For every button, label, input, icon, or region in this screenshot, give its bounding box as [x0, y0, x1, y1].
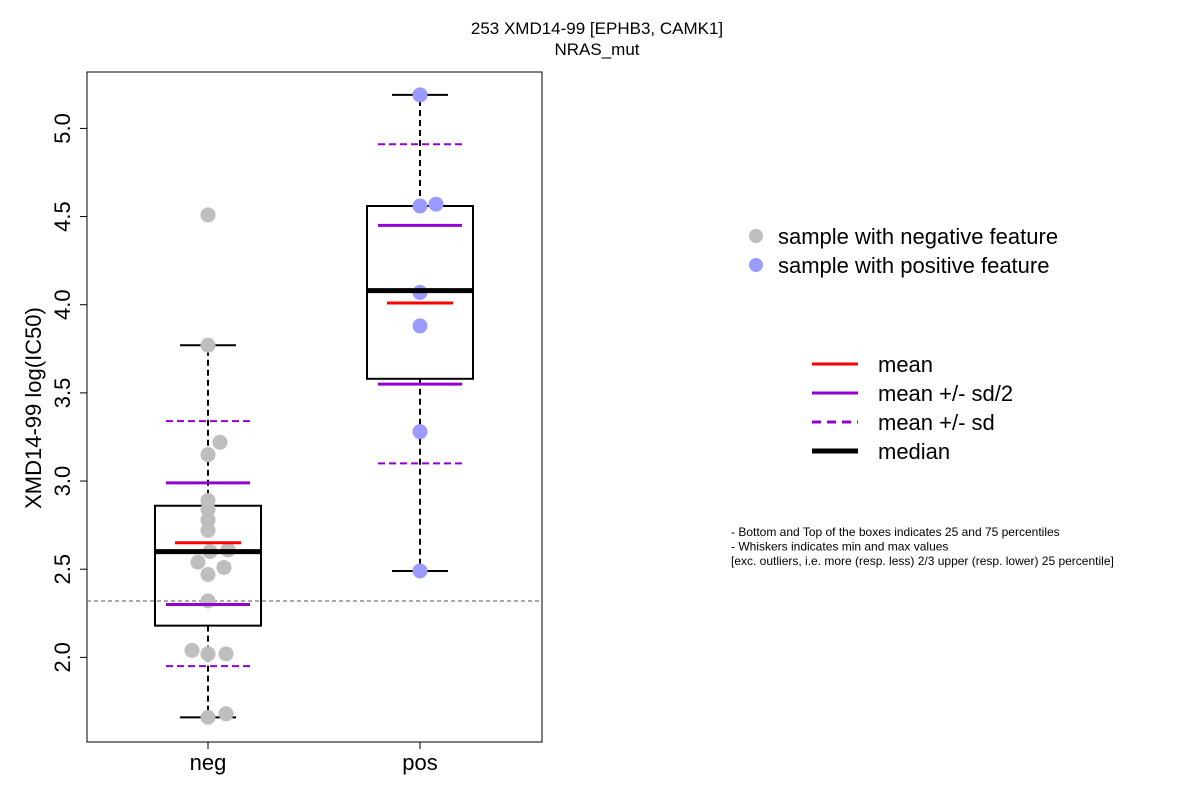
y-tick-label: 2.5 — [50, 554, 75, 585]
data-point — [412, 87, 428, 103]
data-point — [200, 709, 216, 725]
data-point — [212, 434, 228, 450]
y-tick-label: 5.0 — [50, 113, 75, 144]
data-point — [200, 207, 216, 223]
legend-line-label: mean +/- sd — [878, 410, 995, 435]
legend-point-label: sample with negative feature — [778, 224, 1058, 249]
data-point — [216, 559, 232, 575]
data-point — [412, 424, 428, 440]
legend-point-marker — [749, 258, 763, 272]
notes-block: - Bottom and Top of the boxes indicates … — [731, 525, 1114, 568]
data-point — [428, 196, 444, 212]
note-line: - Whiskers indicates min and max values — [731, 540, 948, 554]
data-point — [218, 706, 234, 722]
legend-points: sample with negative feature sample with … — [749, 224, 1058, 278]
y-tick-label: 3.5 — [50, 378, 75, 409]
x-tick-label: neg — [190, 750, 227, 775]
data-point — [200, 522, 216, 538]
data-point — [412, 318, 428, 334]
y-axis-title: XMD14-99 log(IC50) — [21, 307, 46, 509]
chart-subtitle: NRAS_mut — [554, 40, 639, 59]
data-point — [200, 646, 216, 662]
y-tick-label: 4.0 — [50, 289, 75, 320]
data-point — [200, 337, 216, 353]
data-point — [200, 447, 216, 463]
chart-title: 253 XMD14-99 [EPHB3, CAMK1] — [471, 19, 723, 38]
x-axis: neg pos — [190, 742, 438, 775]
legend-line-label: median — [878, 439, 950, 464]
plot-frame — [86, 71, 543, 743]
group-neg — [154, 207, 262, 725]
data-point — [184, 642, 200, 658]
box-groups — [154, 87, 474, 725]
data-point — [412, 563, 428, 579]
data-point — [200, 593, 216, 609]
y-tick-label: 3.0 — [50, 466, 75, 497]
y-axis: 2.0 2.5 3.0 3.5 4.0 4.5 5.0 — [50, 113, 88, 673]
data-point — [412, 198, 428, 214]
legend-lines: mean mean +/- sd/2 mean +/- sd median — [812, 352, 1013, 464]
note-line: - Bottom and Top of the boxes indicates … — [731, 525, 1060, 539]
x-tick-label: pos — [402, 750, 437, 775]
legend-line-label: mean +/- sd/2 — [878, 381, 1013, 406]
data-point — [200, 512, 216, 528]
note-line: [exc. outliers, i.e. more (resp. less) 2… — [731, 554, 1114, 568]
data-point — [218, 646, 234, 662]
group-pos — [366, 87, 474, 579]
y-tick-label: 4.5 — [50, 201, 75, 232]
data-point — [200, 501, 216, 517]
data-point — [190, 554, 206, 570]
data-point — [200, 567, 216, 582]
legend-point-label: sample with positive feature — [778, 253, 1049, 278]
legend-point-marker — [749, 229, 763, 243]
legend-line-label: mean — [878, 352, 933, 377]
y-tick-label: 2.0 — [50, 642, 75, 673]
